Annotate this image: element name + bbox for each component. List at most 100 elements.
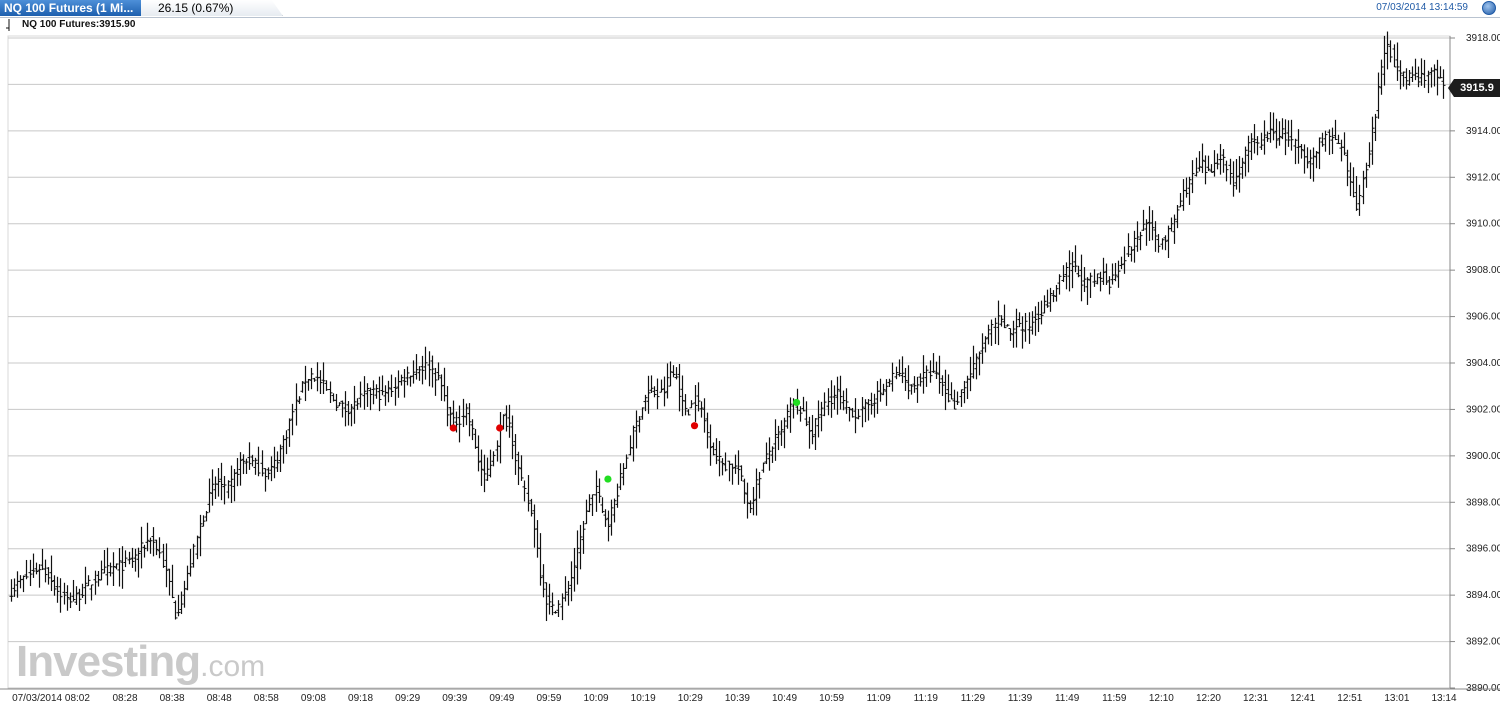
ohlc-bar	[572, 547, 577, 592]
ohlc-bar	[272, 446, 277, 479]
ohlc-bar	[423, 346, 428, 380]
y-tick-label: 3908.00	[1466, 265, 1500, 276]
ohlc-bar	[1138, 231, 1143, 251]
ohlc-bar	[1246, 135, 1251, 173]
ohlc-bar	[934, 361, 939, 380]
ohlc-bar	[148, 537, 153, 554]
ohlc-bar	[751, 486, 756, 516]
ohlc-bar	[164, 543, 169, 588]
ohlc-bar	[136, 547, 141, 578]
x-tick-label: 08:58	[254, 693, 279, 704]
ohlc-bar	[1373, 113, 1378, 142]
y-tick-label: 3918.00	[1466, 33, 1500, 44]
ohlc-bar	[145, 522, 150, 552]
ohlc-bar	[897, 359, 902, 377]
ohlc-bar	[358, 381, 363, 408]
instrument-tab[interactable]: NQ 100 Futures (1 Mi...	[0, 0, 141, 16]
ohlc-bar	[1030, 311, 1035, 335]
ohlc-bar	[417, 366, 422, 381]
ohlc-bar	[1048, 287, 1053, 312]
ohlc-bar	[832, 385, 837, 410]
ohlc-bar	[1317, 137, 1322, 170]
ohlc-bar	[526, 475, 531, 512]
ohlc-bar	[1299, 144, 1304, 159]
ohlc-bar	[210, 469, 215, 506]
settings-icon[interactable]	[1482, 1, 1496, 15]
ohlc-bar	[198, 514, 203, 557]
ohlc-bar	[578, 524, 583, 570]
ohlc-bar	[1252, 124, 1257, 154]
x-tick-label: 09:29	[395, 693, 420, 704]
ohlc-bar	[937, 355, 942, 394]
ohlc-bar	[235, 458, 240, 487]
ohlc-bar	[878, 378, 883, 402]
ohlc-bar	[996, 300, 1001, 346]
ohlc-bar	[1314, 151, 1319, 169]
ohlc-bar	[931, 353, 936, 373]
ohlc-bar	[1218, 144, 1223, 175]
ohlc-bar	[46, 567, 51, 585]
ohlc-bar	[798, 406, 803, 422]
ohlc-bar	[869, 392, 874, 415]
ohlc-bar	[65, 585, 70, 611]
ohlc-bar	[1342, 132, 1347, 156]
ohlc-bar	[1370, 116, 1375, 165]
ohlc-bar	[1351, 167, 1356, 198]
ohlc-bar	[133, 548, 138, 572]
ohlc-bar	[28, 559, 33, 587]
ohlc-bar	[662, 376, 667, 407]
ohlc-bar	[1057, 274, 1062, 295]
ohlc-bar	[1088, 272, 1093, 298]
x-tick-label: 11:49	[1055, 693, 1080, 704]
y-tick-label: 3894.00	[1466, 590, 1500, 601]
ohlc-bar	[139, 526, 144, 569]
ohlc-bar	[1262, 120, 1267, 155]
ohlc-bar	[1051, 290, 1056, 303]
ohlc-bar	[250, 454, 255, 467]
ohlc-bar	[522, 480, 527, 502]
ohlc-bar	[62, 582, 67, 605]
x-tick-label: 09:49	[489, 693, 514, 704]
ohlc-bar	[21, 575, 26, 593]
ohlc-bar	[176, 594, 181, 617]
ohlc-bar	[652, 386, 657, 398]
ohlc-bar	[519, 455, 524, 481]
ohlc-bar	[1144, 219, 1149, 246]
ohlc-bar	[949, 382, 954, 400]
ohlc-bar	[575, 530, 580, 585]
ohlc-bar	[470, 419, 475, 441]
ohlc-bar	[1107, 276, 1112, 295]
ohlc-bar	[1153, 221, 1158, 252]
ohlc-bar	[83, 566, 88, 605]
ohlc-bar	[1150, 210, 1155, 241]
ohlc-bar	[383, 385, 388, 406]
ohlc-bar	[708, 424, 713, 466]
ohlc-bar	[699, 401, 704, 418]
ohlc-bar	[253, 457, 258, 475]
ohlc-bar	[1156, 234, 1161, 253]
ohlc-bar	[1101, 257, 1106, 285]
ohlc-bar	[1361, 170, 1366, 205]
ohlc-bar	[71, 579, 76, 602]
ohlc-bar	[476, 435, 481, 472]
ohlc-bar	[1426, 70, 1431, 94]
ohlc-bar	[77, 588, 82, 612]
ohlc-bar	[1135, 221, 1140, 252]
ohlc-bar	[1061, 265, 1066, 283]
ohlc-bar	[120, 546, 125, 589]
x-tick-label: 08:28	[112, 693, 137, 704]
ohlc-bar	[402, 369, 407, 398]
x-tick-label: 12:41	[1290, 693, 1315, 704]
ohlc-bar	[609, 499, 614, 536]
ohlc-bar	[9, 579, 14, 602]
ohlc-bar	[1283, 119, 1288, 156]
ohlc-bar	[1323, 130, 1328, 152]
ohlc-bar	[847, 406, 852, 422]
x-tick-label: 12:51	[1337, 693, 1362, 704]
ohlc-bar	[269, 456, 274, 482]
x-tick-label: 09:39	[442, 693, 467, 704]
ohlc-bar	[600, 497, 605, 514]
grid	[7, 35, 1451, 689]
ohlc-bar	[219, 462, 224, 501]
